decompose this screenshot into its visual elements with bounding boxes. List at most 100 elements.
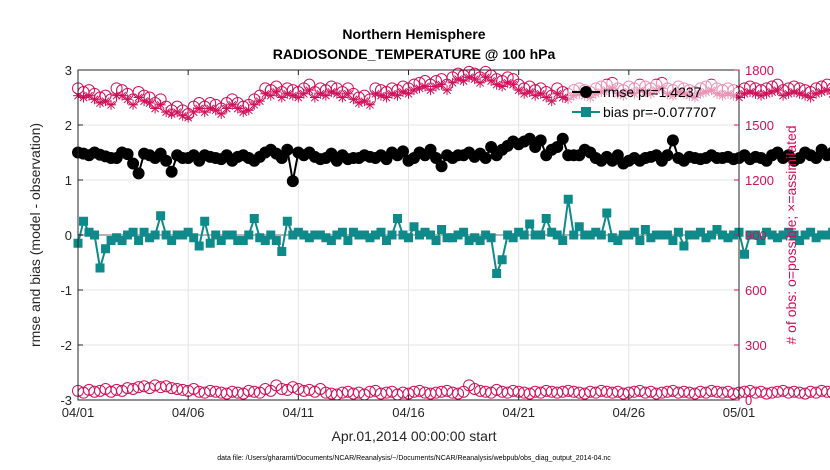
bias-point bbox=[712, 225, 722, 234]
bias-point bbox=[420, 227, 430, 237]
bias-point bbox=[795, 236, 805, 245]
obs-assimilated-point bbox=[232, 103, 243, 114]
bias-point bbox=[139, 227, 149, 237]
y-axis-left-label: rmse and bias (model - observation) bbox=[27, 123, 43, 347]
obs-assimilated-point bbox=[254, 96, 265, 107]
obs-assimilated-point bbox=[805, 92, 816, 103]
bias-point bbox=[167, 236, 177, 245]
bias-point bbox=[161, 230, 171, 240]
obs-assimilated-point bbox=[789, 87, 800, 97]
obs-assimilated-point bbox=[155, 99, 166, 110]
bias-point bbox=[503, 230, 513, 240]
y-right-tick-label: 1500 bbox=[745, 118, 774, 133]
bias-point bbox=[481, 230, 491, 240]
bias-point bbox=[740, 249, 750, 259]
obs-possible-point bbox=[187, 383, 200, 395]
bias-point bbox=[541, 214, 551, 223]
bias-point bbox=[470, 233, 480, 243]
legend-marker-rmse bbox=[580, 86, 592, 98]
bias-point bbox=[728, 230, 738, 240]
obs-assimilated-point bbox=[425, 85, 436, 96]
legend-marker-bias bbox=[581, 107, 591, 117]
bias-point bbox=[695, 227, 705, 237]
bias-point bbox=[773, 233, 783, 243]
bias-point bbox=[662, 230, 672, 240]
obs-assimilated-point bbox=[293, 92, 304, 103]
bias-point bbox=[596, 230, 606, 240]
bias-point bbox=[640, 225, 650, 234]
obs-assimilated-point bbox=[794, 88, 805, 99]
rmse-point bbox=[160, 154, 173, 167]
bias-point bbox=[117, 236, 127, 245]
bias-point bbox=[332, 230, 342, 240]
obs-assimilated-point bbox=[117, 90, 128, 101]
obs-assimilated-point bbox=[188, 107, 199, 118]
bias-point bbox=[409, 222, 419, 232]
obs-assimilated-point bbox=[447, 77, 458, 88]
chart-subtitle: RADIOSONDE_TEMPERATURE @ 100 hPa bbox=[273, 46, 556, 62]
bias-point bbox=[233, 236, 243, 245]
obs-assimilated-point bbox=[403, 88, 414, 99]
legend: rmse pr=1.4237 bias pr=-0.077707 bbox=[568, 80, 736, 124]
bias-point bbox=[106, 236, 116, 245]
bias-point bbox=[381, 236, 391, 245]
bias-point bbox=[321, 233, 331, 243]
bias-point bbox=[679, 241, 689, 251]
obs-assimilated-point bbox=[535, 88, 546, 99]
bias-point bbox=[359, 230, 369, 240]
y-left-tick-label: 0 bbox=[65, 228, 72, 243]
x-tick-label: 04/01 bbox=[62, 405, 95, 420]
bias-point bbox=[591, 227, 601, 237]
obs-assimilated-point bbox=[513, 85, 524, 96]
bias-point bbox=[602, 208, 612, 218]
obs-assimilated-point bbox=[519, 88, 530, 99]
bias-point bbox=[464, 236, 474, 245]
bias-point bbox=[607, 233, 617, 243]
bias-point bbox=[585, 230, 595, 240]
bias-point bbox=[717, 230, 727, 240]
obs-assimilated-point bbox=[100, 96, 111, 107]
bias-point bbox=[370, 230, 380, 240]
obs-possible-point bbox=[286, 381, 299, 394]
y-right-tick-label: 1800 bbox=[745, 63, 774, 78]
bias-point bbox=[315, 230, 325, 240]
bias-point bbox=[288, 230, 298, 240]
obs-assimilated-point bbox=[133, 92, 144, 103]
bias-point bbox=[156, 211, 166, 221]
obs-assimilated-point bbox=[221, 103, 232, 114]
bias-point bbox=[635, 236, 645, 245]
obs-assimilated-point bbox=[458, 76, 469, 86]
obs-assimilated-point bbox=[420, 81, 431, 92]
rmse-point bbox=[479, 152, 492, 164]
bias-point bbox=[392, 214, 402, 223]
bias-point bbox=[618, 230, 628, 240]
obs-assimilated-point bbox=[524, 87, 535, 97]
obs-assimilated-point bbox=[150, 103, 161, 114]
y-right-tick-label: 600 bbox=[745, 283, 767, 298]
y-right-tick-label: 900 bbox=[745, 228, 767, 243]
bias-point bbox=[723, 233, 733, 243]
obs-assimilated-point bbox=[166, 109, 177, 119]
y-left-tick-label: -3 bbox=[60, 393, 72, 408]
bias-point bbox=[293, 227, 303, 237]
y-right-tick-label: 1200 bbox=[745, 173, 774, 188]
bias-point bbox=[530, 230, 540, 240]
bias-point bbox=[497, 255, 507, 265]
bias-point bbox=[354, 230, 364, 240]
bias-point bbox=[492, 269, 502, 278]
bias-point bbox=[657, 230, 667, 240]
bias-point bbox=[811, 233, 821, 243]
bias-point bbox=[194, 241, 204, 251]
bias-point bbox=[200, 216, 210, 226]
bias-point bbox=[415, 230, 425, 240]
obs-assimilated-point bbox=[469, 74, 480, 85]
obs-assimilated-point bbox=[331, 88, 342, 99]
bias-point bbox=[282, 216, 292, 226]
bias-point bbox=[238, 236, 248, 245]
bias-point bbox=[751, 230, 761, 240]
bias-point bbox=[304, 233, 314, 243]
bias-point bbox=[387, 230, 397, 240]
rmse-point bbox=[132, 167, 145, 180]
obs-assimilated-point bbox=[392, 90, 403, 101]
bias-point bbox=[178, 230, 188, 240]
